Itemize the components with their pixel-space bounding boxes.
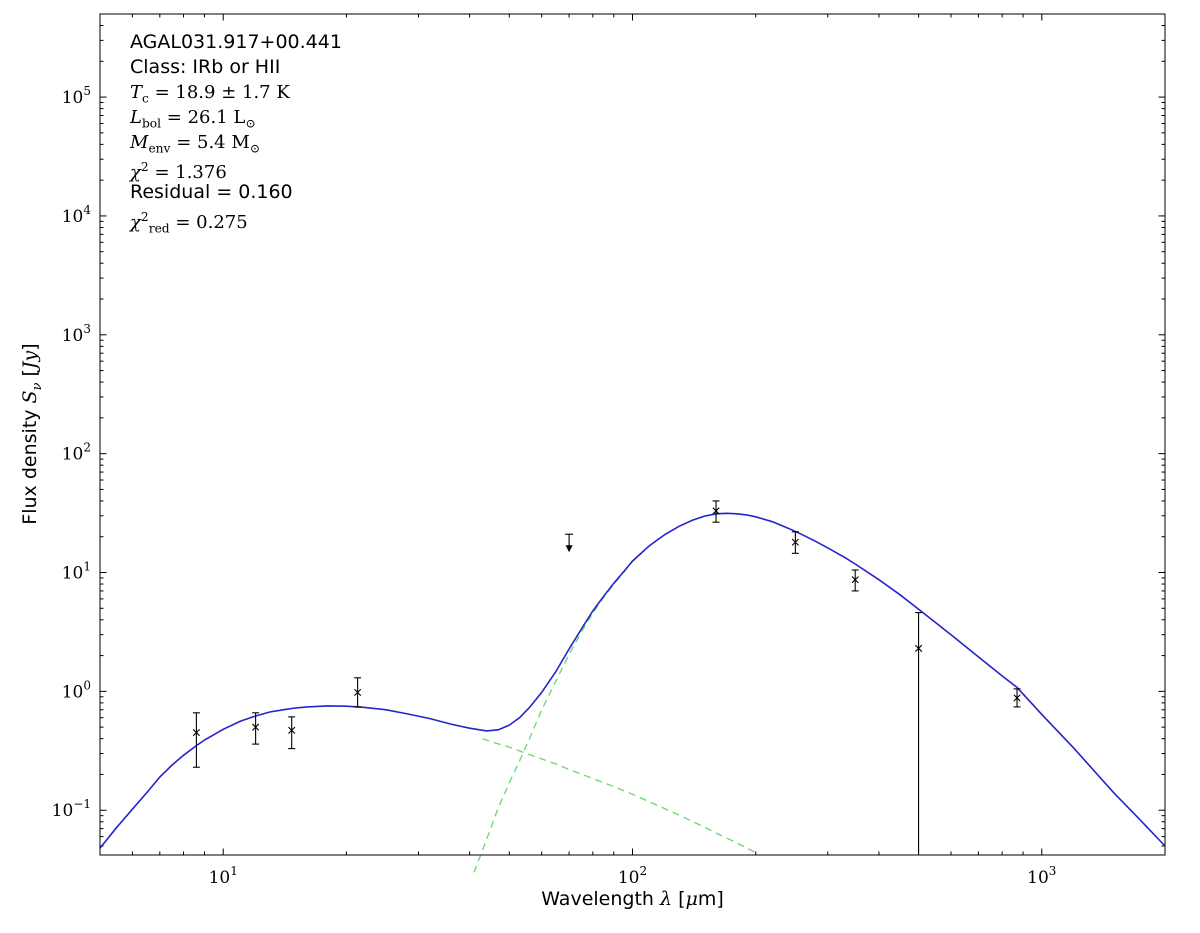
tick-label: 100 [62, 678, 91, 702]
envelope-mass-line: Menv = 5.4 M⊙ [130, 132, 261, 156]
plot-frame [99, 13, 1166, 856]
fit-parameters-annotation: AGAL031.917+00.441 Class: IRb or HII Tc … [130, 30, 342, 236]
tick-label: 104 [62, 203, 92, 227]
x-marker [354, 688, 362, 696]
tick-label: 103 [1027, 864, 1056, 888]
tick-label: 105 [62, 84, 91, 108]
x-marker [1013, 694, 1021, 702]
x-marker [288, 726, 296, 734]
data-points [192, 500, 1021, 853]
class-line: Class: IRb or HII [130, 56, 281, 78]
x-marker [914, 644, 923, 652]
upper-limit-arrow [565, 545, 573, 553]
chi2red-line: χ2red = 0.275 [130, 210, 248, 236]
axis-ticks [100, 14, 1165, 855]
x-marker [192, 728, 200, 737]
temperature-line: Tc = 18.9 ± 1.7 K [130, 82, 290, 106]
tick-label: 102 [62, 441, 91, 465]
y-axis-label: Flux density Sν [Jy] [19, 343, 45, 525]
x-marker [791, 538, 799, 546]
x-axis-label: Wavelength λ [μm] [541, 888, 724, 910]
luminosity-line: Lbol = 26.1 L⊙ [130, 107, 256, 131]
x-marker [712, 507, 720, 515]
series-total-model-fit [99, 512, 1166, 849]
source-name: AGAL031.917+00.441 [130, 31, 342, 53]
tick-label: 101 [209, 864, 238, 888]
tick-label: 102 [618, 864, 647, 888]
tick-labels: 101 102 103 10−1 100 101 102 103 104 105 [52, 84, 1057, 888]
x-marker [252, 723, 260, 731]
tick-label: 103 [62, 322, 91, 346]
chi2-line: χ2 = 1.376 [130, 160, 227, 183]
tick-label: 101 [62, 560, 91, 584]
residual-line: Residual = 0.160 [130, 181, 293, 203]
series-warm-component [482, 738, 756, 854]
series-cold-component [473, 545, 650, 873]
tick-label: 10−1 [52, 797, 91, 821]
x-marker [851, 576, 859, 584]
